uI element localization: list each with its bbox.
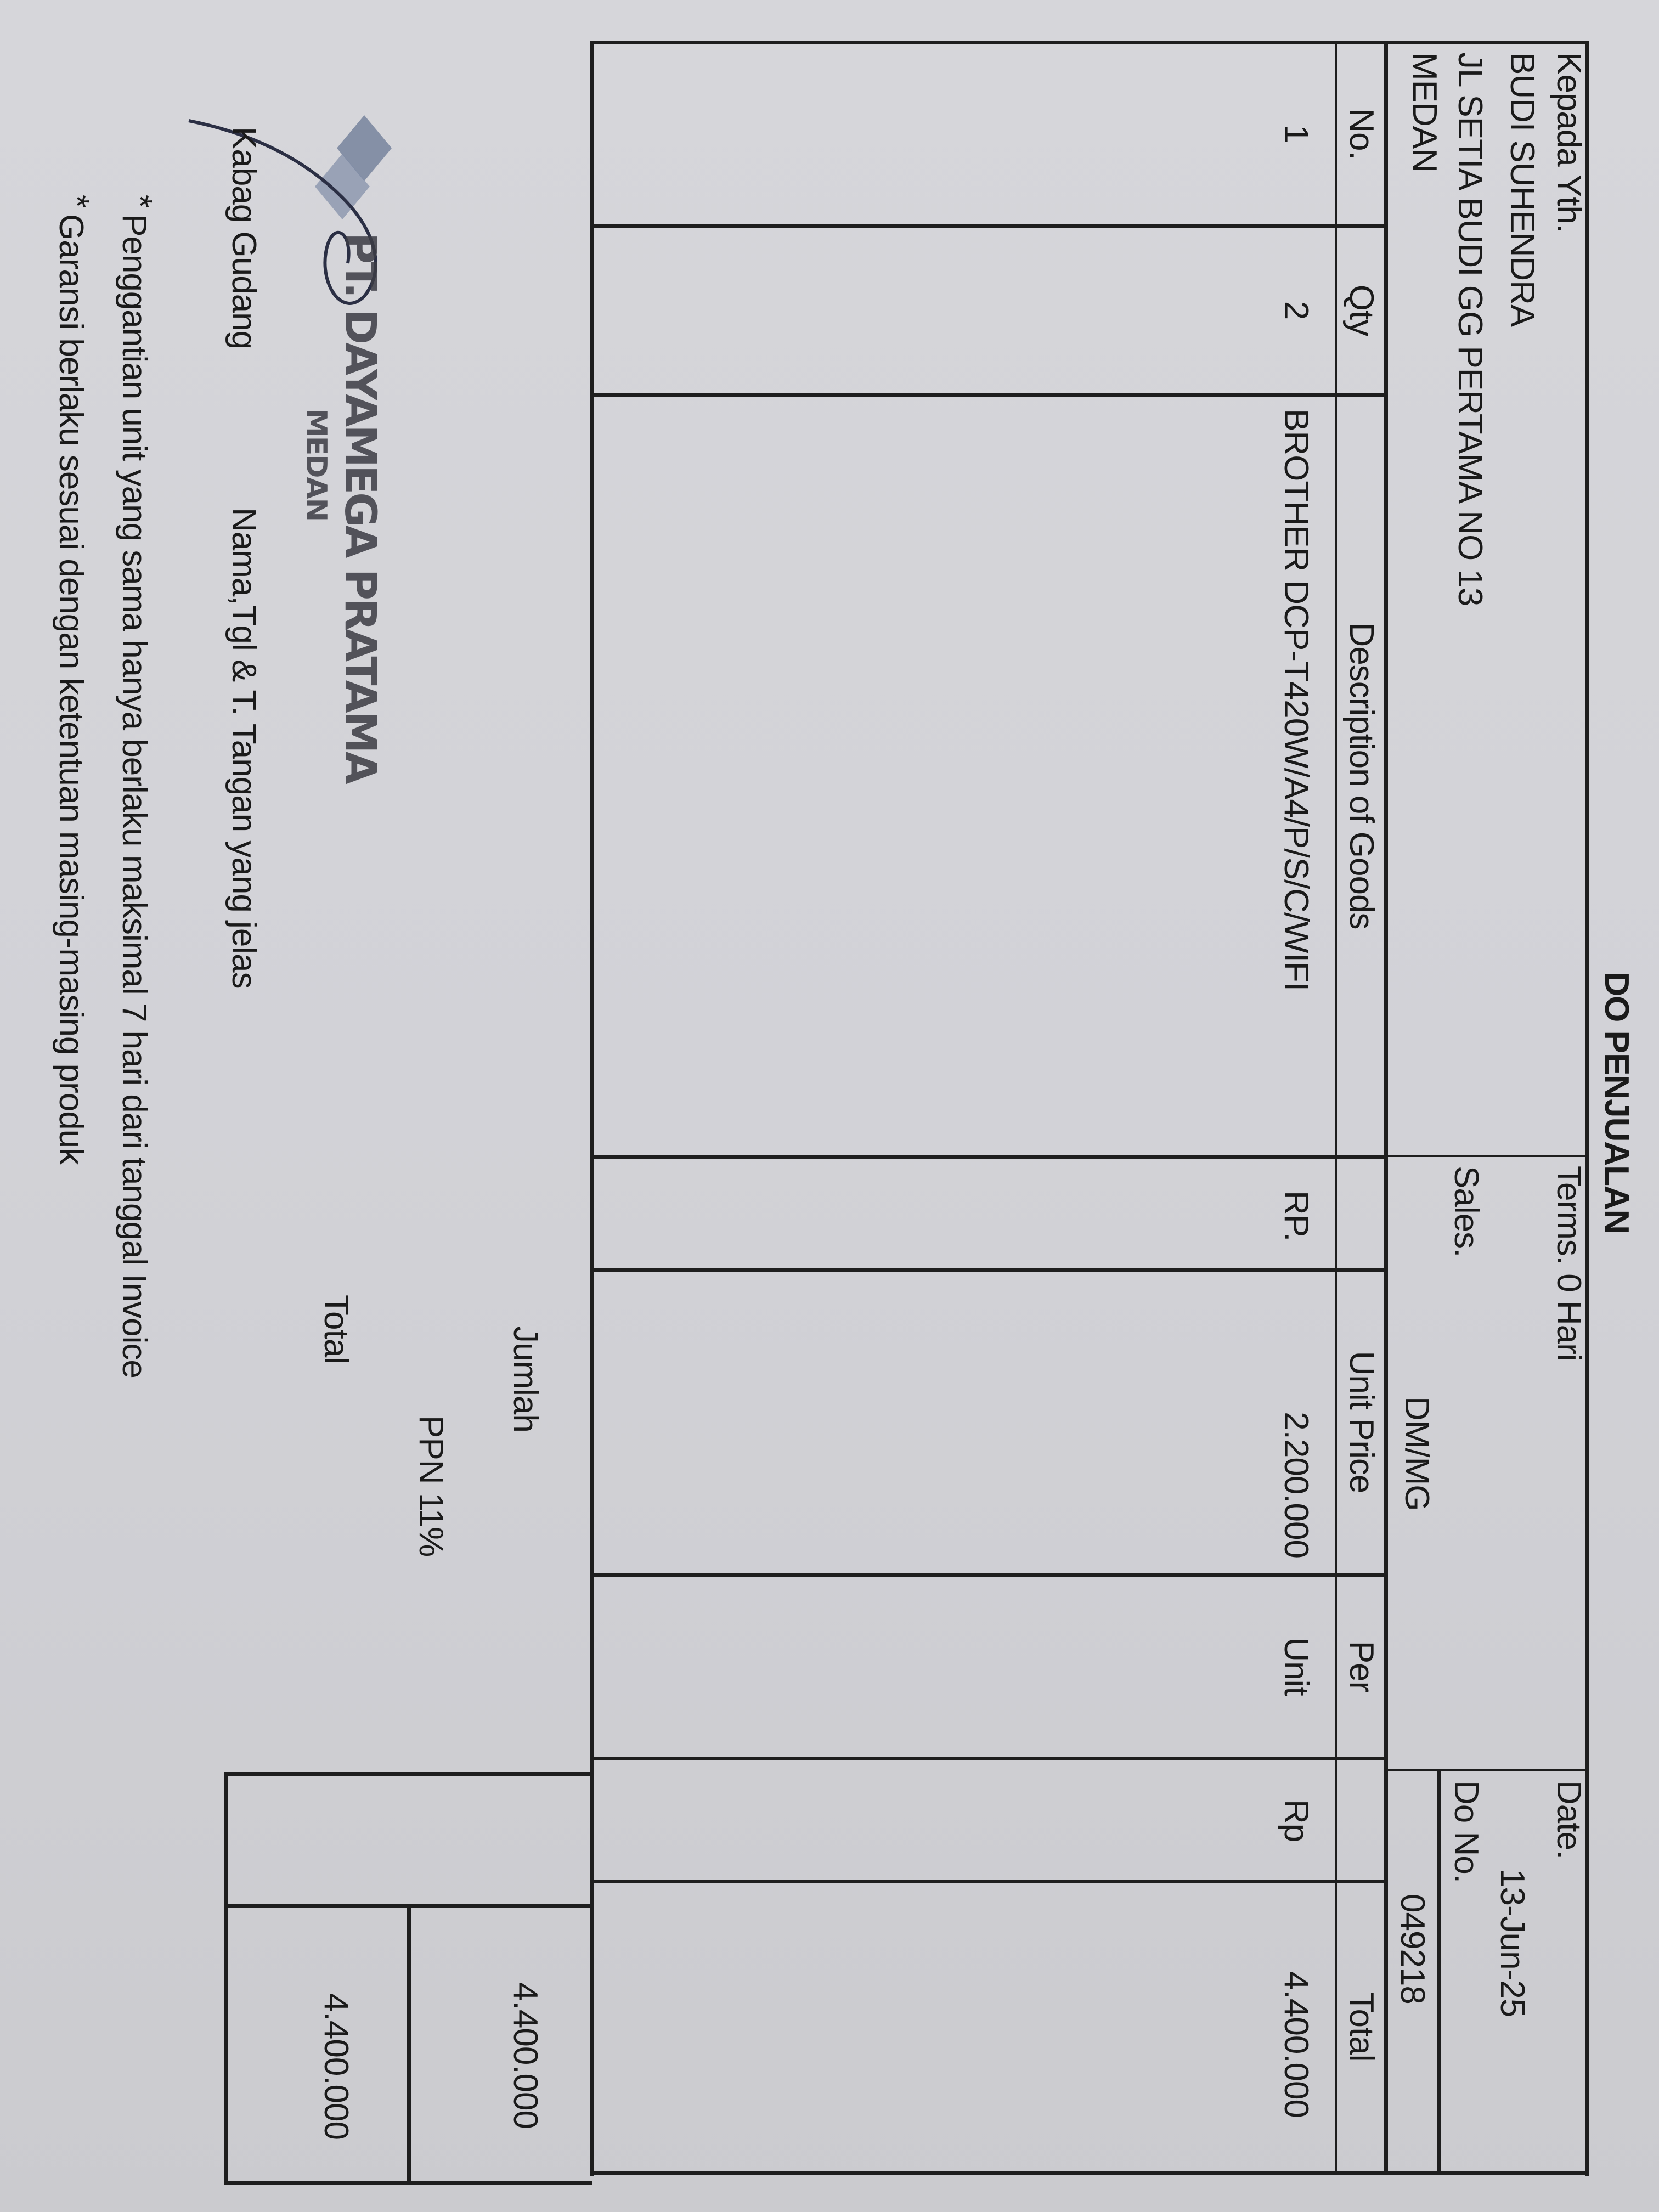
do-no-divider [1437,1770,1441,2172]
note-1: Penggantian unit yang sama hanya berlaku… [115,214,153,1378]
col-divider-rp [592,1880,1388,1883]
do-no-value: 049218 [1393,1894,1431,2004]
col-divider-per [592,1757,1388,1760]
date-value: 13-Jun-25 [1493,1869,1531,2017]
header-description: Description of Goods [1342,622,1380,929]
frame-bottom [590,42,594,2176]
col-divider-no [592,224,1388,228]
header-per: Per [1342,1640,1380,1692]
company-logo-icon [315,115,392,219]
document-title: DO PENJUALAN [1598,972,1635,1234]
stamp-city: MEDAN [300,409,332,521]
total-label: Total [317,1295,355,1364]
date-label: Date. [1550,1780,1588,1859]
row-description: BROTHER DCP-T420W/A4/P/S/C/WIFI [1277,409,1315,991]
terms: Terms. 0 Hari [1550,1166,1588,1361]
recipient-city: MEDAN [1406,52,1443,172]
summary-box-bottom [224,1772,228,2185]
column-header-divider [1335,42,1337,2173]
row-currency: RP. [1277,1190,1315,1242]
col-divider-unit-price [592,1573,1388,1577]
row-unit-price: 2.200.000 [1277,1412,1315,1558]
recipient-address: JL SETIA BUDI GG PERTAMA NO 13 [1451,52,1489,606]
sales-label: Sales. [1447,1166,1485,1257]
jumlah-value: 4.400.000 [506,1982,544,2129]
header-divider [1384,42,1388,2173]
col-divider-desc [592,1155,1388,1159]
header-no: No. [1342,108,1380,160]
date-divider [1386,1769,1589,1771]
row-currency-total: Rp [1277,1799,1315,1842]
col-divider-qty [592,393,1388,397]
header-total: Total [1342,1992,1380,2062]
sales-value: DM/MG [1398,1396,1436,1511]
recipient-label: Kepada Yth. [1550,52,1588,233]
row-per: Unit [1277,1637,1315,1696]
stamp-company: PT. DAYAMEGA PRATAMA [335,233,385,782]
signature-instruction: Nama,Tgl & T. Tangan yang jelas [225,507,263,989]
total-value: 4.400.000 [317,1993,355,2140]
header-qty: Qty [1342,284,1380,336]
row-total: 4.400.000 [1277,1971,1315,2118]
jumlah-label: Jumlah [506,1326,544,1432]
note-asterisk: * [58,195,95,208]
col-divider-currency [592,1268,1388,1272]
note-2: Garansi berlaku sesuai dengan ketentuan … [52,214,90,1165]
signature-role: Kabag Gudang [225,127,263,349]
row-qty: 2 [1277,301,1315,320]
summary-box-mid [407,1904,411,2182]
recipient-name: BUDI SUHENDRA [1503,52,1541,327]
header-unit-price: Unit Price [1342,1351,1380,1493]
row-no: 1 [1277,125,1315,143]
ppn-label: PPN 11% [412,1415,450,1557]
note-asterisk: * [121,195,159,208]
terms-divider [1386,1155,1589,1157]
do-no-label: Do No. [1447,1780,1485,1883]
signature-scribble [188,119,377,305]
frame-left [590,41,1589,44]
summary-box-left [224,1772,592,1776]
